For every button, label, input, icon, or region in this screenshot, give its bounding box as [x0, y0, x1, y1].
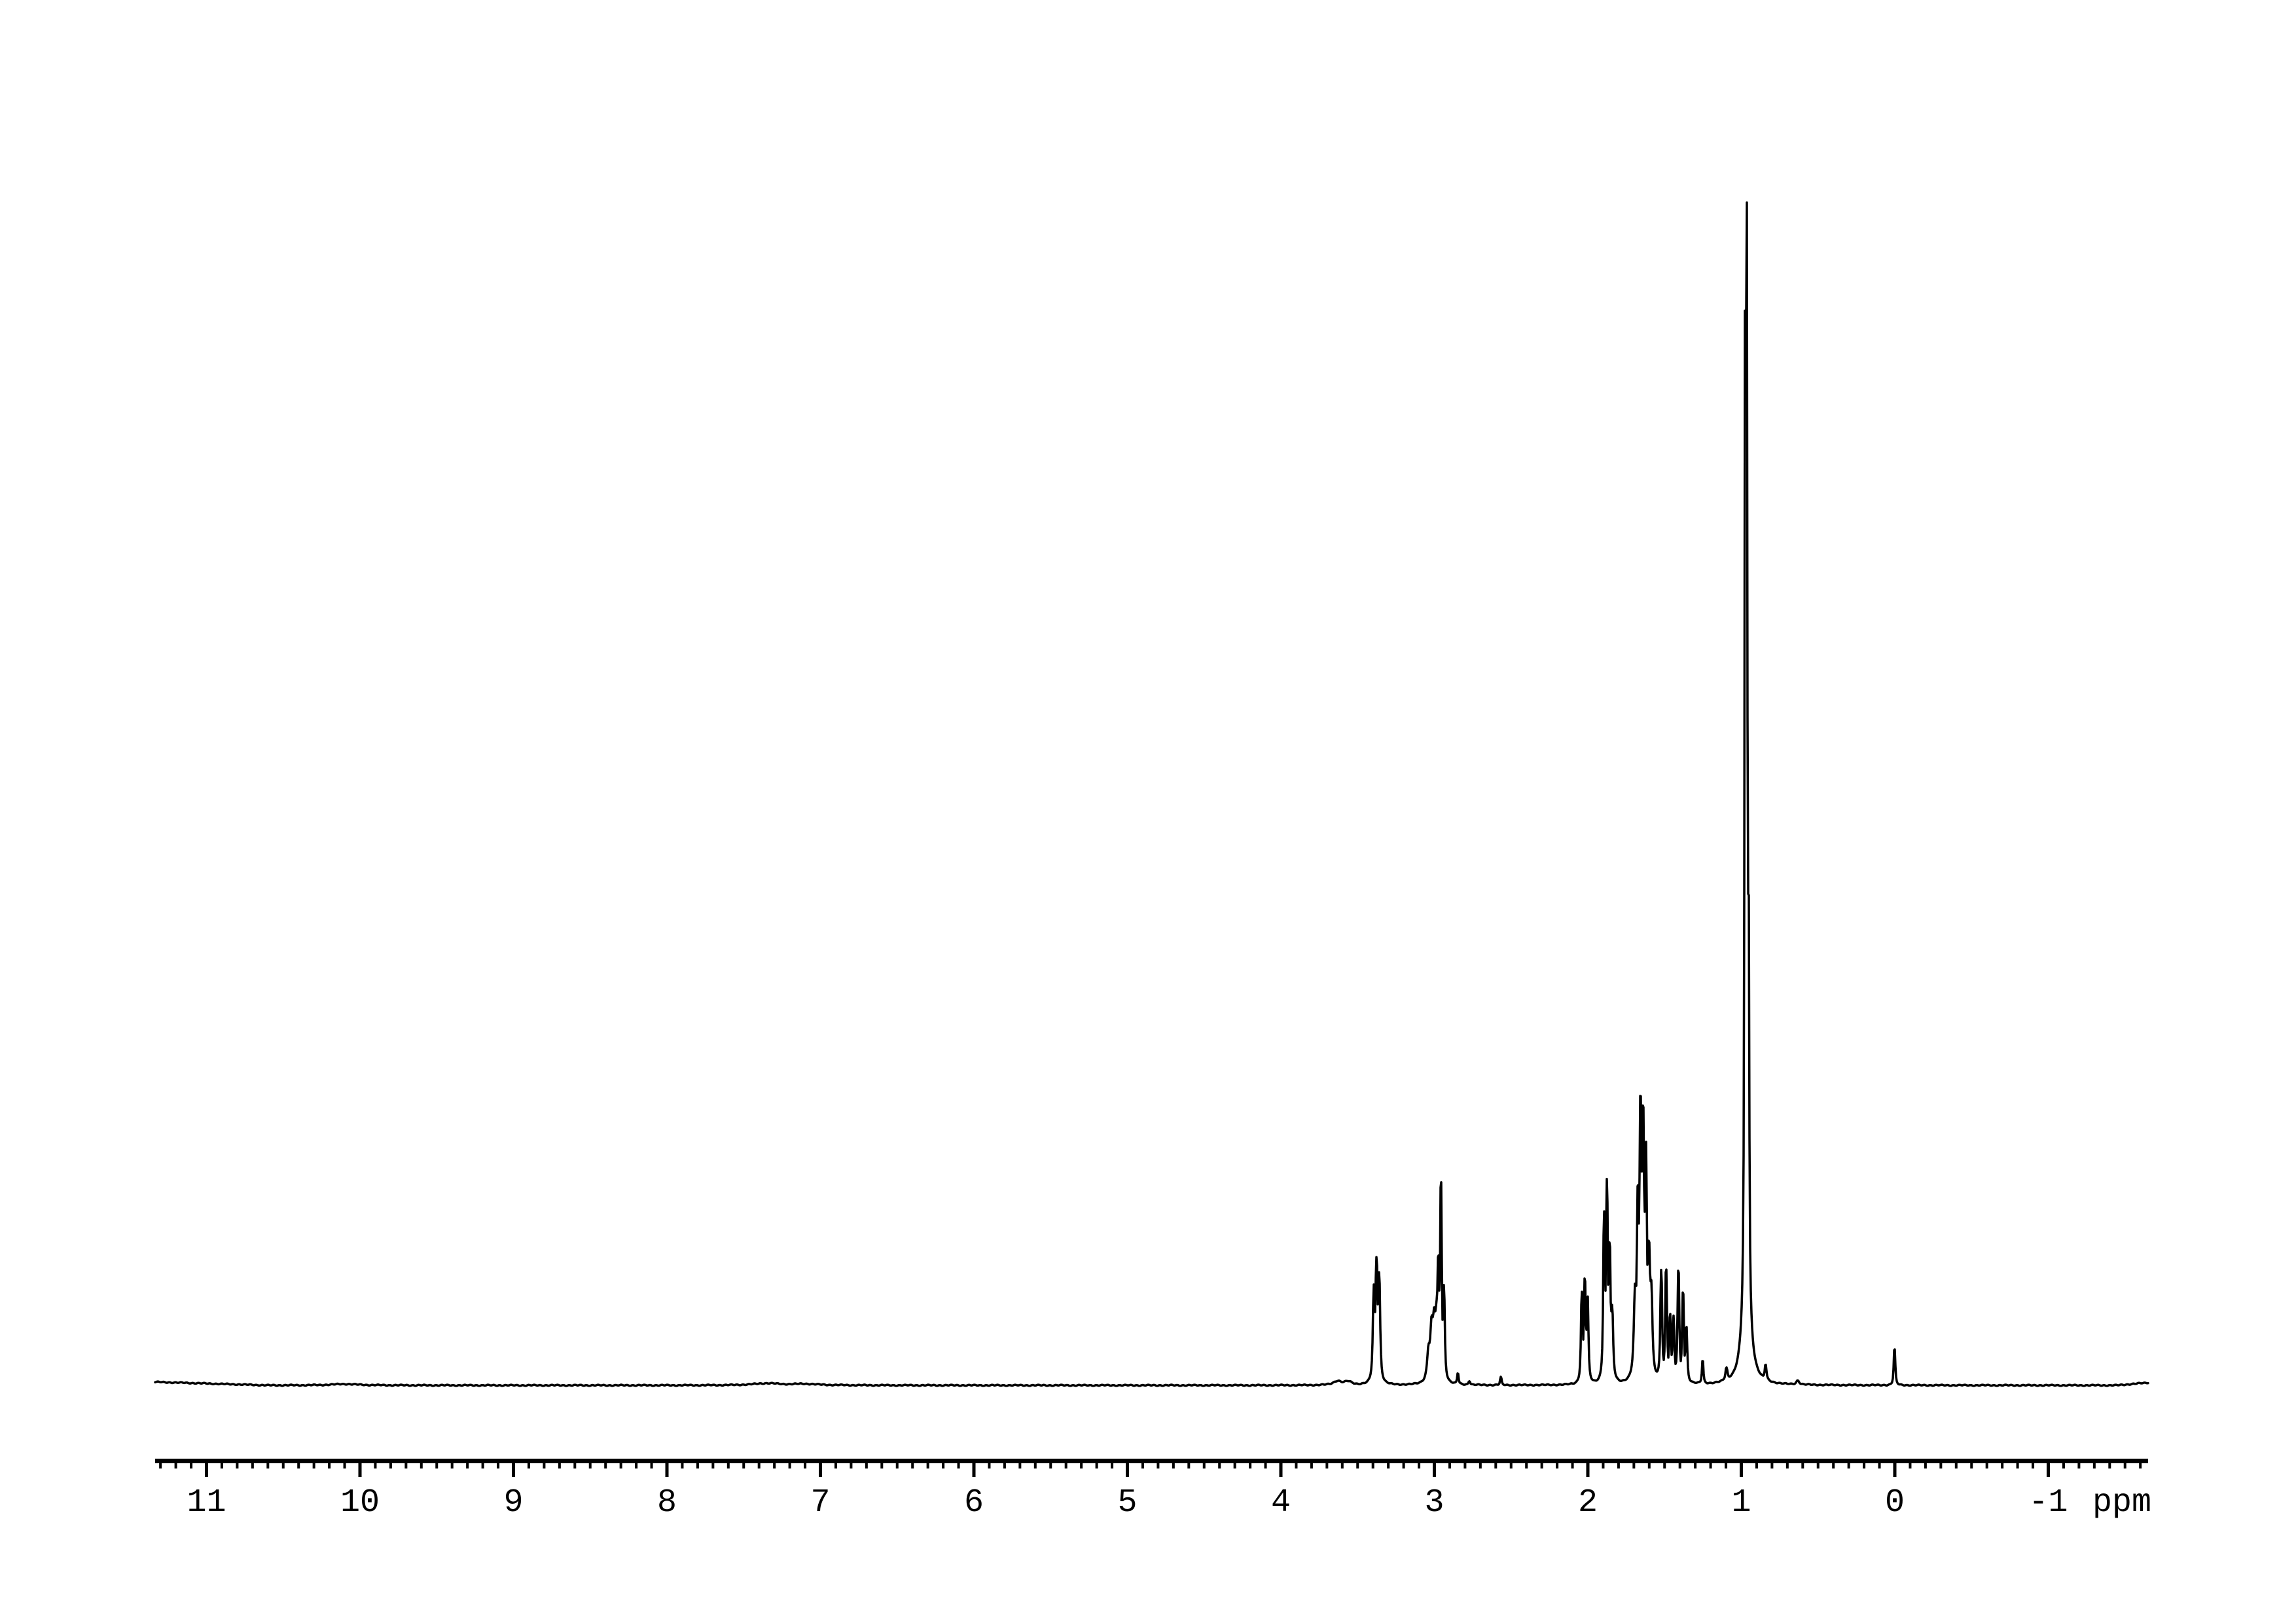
x-axis-tick-label: 6 — [964, 1484, 984, 1522]
x-axis-tick-label: 7 — [810, 1484, 830, 1522]
x-axis-tick-label: 9 — [503, 1484, 523, 1522]
spectrum-trace-group — [154, 201, 2149, 1387]
x-axis-tick-label: 1 — [1731, 1484, 1751, 1522]
x-axis-tick-label: 11 — [187, 1484, 226, 1522]
x-axis: 11 10 9 8 7 6 5 4 3 2 1 0 -1 ppm — [155, 1459, 2151, 1522]
axis-unit-label: ppm — [2092, 1484, 2151, 1522]
x-axis-tick-label: 8 — [657, 1484, 677, 1522]
x-axis-tick-label: 3 — [1424, 1484, 1444, 1522]
x-axis-tick-labels: 11 10 9 8 7 6 5 4 3 2 1 0 -1 — [187, 1484, 2068, 1522]
x-axis-minor-ticks — [159, 1463, 2142, 1468]
x-axis-tick-label: 2 — [1578, 1484, 1598, 1522]
x-axis-tick-label: 4 — [1271, 1484, 1291, 1522]
x-axis-tick-label: 10 — [340, 1484, 380, 1522]
spectrum-trace — [154, 201, 2149, 1387]
x-axis-tick-label: 0 — [1885, 1484, 1905, 1522]
x-axis-tick-label: -1 — [2028, 1484, 2068, 1522]
x-axis-major-ticks — [205, 1463, 2050, 1477]
x-axis-tick-label: 5 — [1117, 1484, 1137, 1522]
